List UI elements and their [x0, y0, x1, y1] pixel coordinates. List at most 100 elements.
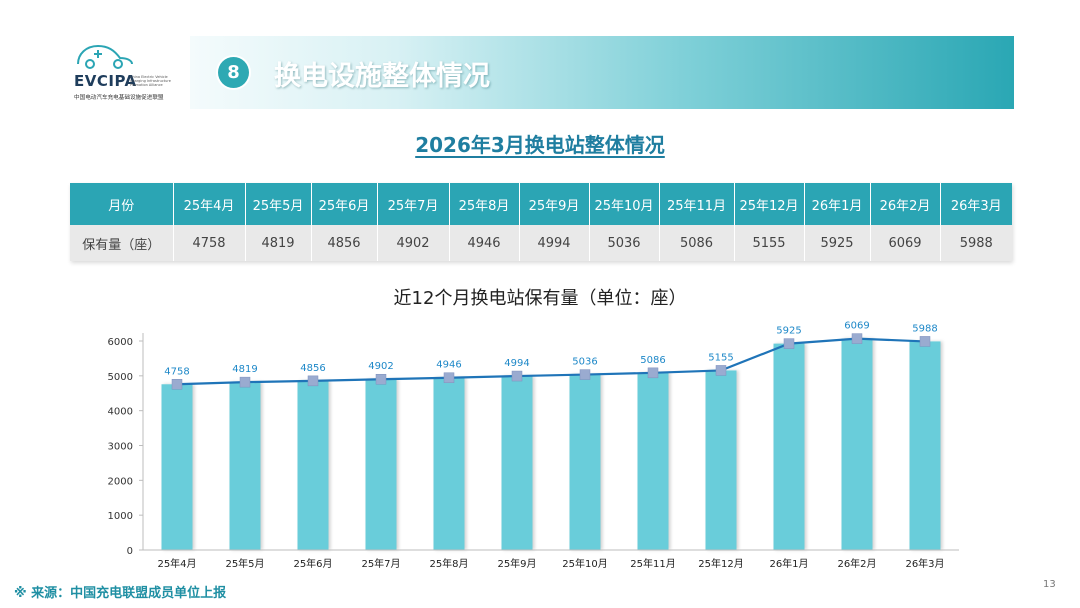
data-label: 4946: [436, 360, 461, 371]
table-row: 保有量（座） 4758 4819 4856 4902 4946 4994 5036 5086 5…: [70, 225, 1012, 261]
line-point: [511, 370, 523, 382]
bar: [433, 377, 465, 550]
summary-table: 月份 25年4月 25年5月 25年6月 25年7月 25年8月 25年9月 25年10月 2…: [70, 183, 1012, 261]
x-tick-label: 25年10月: [562, 557, 607, 570]
bar: [637, 372, 669, 550]
line-point: [307, 375, 319, 387]
month-header: 26年1月: [804, 183, 871, 225]
y-tick-label: 2000: [108, 476, 133, 487]
count-cell: 6069: [870, 225, 941, 261]
data-label: 4758: [164, 366, 189, 377]
section-banner: [190, 36, 1014, 109]
x-tick-label: 26年1月: [769, 557, 808, 570]
count-cell: 4946: [449, 225, 520, 261]
month-header: 25年5月: [245, 183, 312, 225]
data-label: 4856: [300, 363, 325, 374]
x-tick-label: 25年7月: [361, 557, 400, 570]
bar: [841, 338, 873, 550]
bar-series: [161, 338, 941, 550]
line-point: [375, 373, 387, 385]
line-point: [919, 336, 931, 347]
count-cell: 5086: [659, 225, 735, 261]
section-title: 换电设施整体情况: [274, 61, 490, 92]
chart-title: 近12个月换电站保有量（单位：座）: [393, 288, 687, 309]
page-number: 13: [1043, 579, 1056, 590]
data-label: 6069: [844, 321, 869, 332]
line-point: [851, 333, 863, 344]
series-line: [176, 337, 926, 386]
evcipa-logo: EVCIPA China Electric Vehicle Charging I…: [66, 40, 178, 106]
count-cell: 5036: [589, 225, 660, 261]
month-header: 25年9月: [519, 183, 590, 225]
bar: [501, 376, 533, 550]
x-tick-label: 26年3月: [905, 557, 944, 570]
count-cell: 4758: [173, 225, 246, 261]
month-header: 25年11月: [659, 183, 735, 225]
x-tick-label: 26年2月: [837, 557, 876, 570]
bar-line-chart: 0 1000 2000 3000 4000 5000 6000 4758 4819 4856 49…: [108, 321, 959, 570]
data-label: 4994: [504, 358, 529, 369]
y-tick-label: 0: [127, 546, 133, 557]
count-cell: 4819: [245, 225, 312, 261]
count-cell: 5925: [804, 225, 871, 261]
data-label: 5925: [776, 326, 801, 337]
x-tick-label: 25年9月: [497, 557, 536, 570]
bar: [569, 374, 601, 550]
row-header-count: 保有量（座）: [70, 225, 174, 261]
x-tick-label: 25年5月: [225, 557, 264, 570]
x-tick-label: 25年11月: [630, 557, 675, 570]
count-cell: 4994: [519, 225, 590, 261]
month-header: 25年12月: [734, 183, 805, 225]
month-header: 25年7月: [377, 183, 450, 225]
logo-chinese-name: 中国电动汽车充电基础设施促进联盟: [74, 95, 164, 101]
month-header: 26年2月: [870, 183, 941, 225]
count-cell: 5155: [734, 225, 805, 261]
y-tick-label: 6000: [108, 337, 133, 348]
line-point: [171, 379, 183, 390]
month-header: 25年6月: [311, 183, 378, 225]
y-tick-label: 5000: [108, 372, 133, 383]
x-tick-label: 25年8月: [429, 557, 468, 570]
count-cell: 4856: [311, 225, 378, 261]
line-point: [579, 369, 591, 380]
line-series: 4758 4819 4856 4902 4946 4994 5036 5086 5155 5925…: [164, 321, 938, 390]
car-icon: [77, 44, 133, 69]
line-point: [239, 376, 251, 388]
bar: [229, 382, 261, 550]
data-label: 4819: [232, 364, 257, 375]
month-header: 25年10月: [589, 183, 660, 225]
count-cell: 4902: [377, 225, 450, 261]
bar: [297, 380, 329, 550]
bar: [705, 370, 737, 550]
month-header: 25年4月: [173, 183, 246, 225]
x-tick-label: 25年12月: [698, 557, 743, 570]
y-tick-label: 3000: [108, 442, 133, 453]
logo-english-name: China Electric Vehicle Charging Infrastr…: [130, 75, 171, 87]
x-axis: 25年4月 25年5月 25年6月 25年7月 25年8月 25年9月 25年10月 25年1…: [143, 549, 959, 570]
data-label: 4902: [368, 361, 393, 372]
table-header-row: 月份 25年4月 25年5月 25年6月 25年7月 25年8月 25年9月 25年10月 2…: [70, 183, 1012, 225]
y-tick-label: 1000: [108, 511, 133, 522]
bar: [909, 341, 941, 550]
bar: [773, 343, 805, 550]
data-label: 5086: [640, 355, 665, 366]
line-point: [715, 365, 727, 376]
line-point: [783, 338, 795, 349]
data-label: 5988: [912, 323, 937, 334]
section-number-badge: 8: [218, 57, 249, 88]
source-note: ※ 来源：中国充电联盟成员单位上报: [14, 586, 227, 601]
x-tick-label: 25年6月: [293, 557, 332, 570]
y-tick-label: 4000: [108, 407, 133, 418]
y-axis: 0 1000 2000 3000 4000 5000 6000: [108, 333, 144, 557]
line-point: [647, 367, 659, 379]
data-label: 5036: [572, 357, 597, 368]
row-header-month: 月份: [70, 183, 174, 225]
bar: [161, 384, 193, 550]
line-point: [443, 372, 455, 383]
month-header: 26年3月: [940, 183, 1012, 225]
logo-wordmark: EVCIPA: [74, 72, 137, 90]
count-cell: 5988: [940, 225, 1012, 261]
page-subtitle: 2026年3月换电站整体情况: [415, 133, 665, 157]
month-header: 25年8月: [449, 183, 520, 225]
bar: [365, 379, 397, 550]
